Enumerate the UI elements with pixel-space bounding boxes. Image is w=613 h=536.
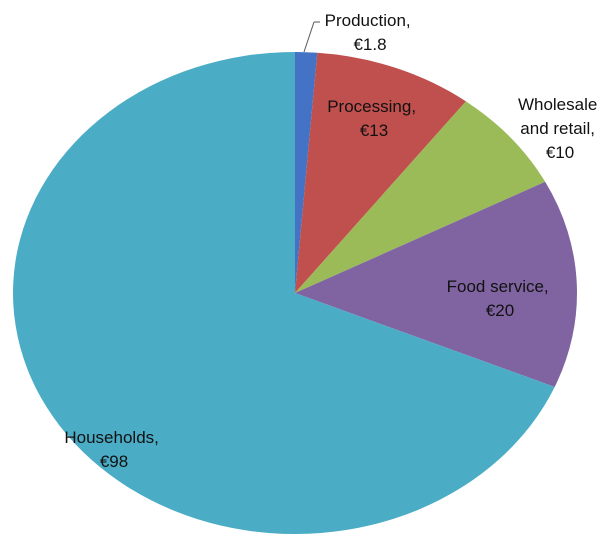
wholesale-label-line3: €10 [546,143,574,162]
production-label-line2: €1.8 [353,35,386,54]
households-label: Households, €98 [64,428,163,471]
production-leader-line [303,21,315,53]
wholesale-label-line1: Wholesale [518,95,597,114]
processing-label-line2: €13 [360,121,388,140]
wholesale-label-line2: and retail, [520,119,595,138]
households-label-line2: €98 [100,452,128,471]
pie-slice-households [13,52,555,534]
wholesale-label: Wholesale and retail, €10 [518,95,602,162]
pie-slice-production [295,52,318,293]
pie-slices [13,52,578,534]
pie-slice-wholesale-and-retail [295,101,546,293]
processing-label-line1: Processing, [327,97,416,116]
pie-slice-food-service [295,181,578,387]
production-label-line1: Production, [325,11,411,30]
pie-slice-processing [295,52,466,294]
production-label: Production, €1.8 [325,11,416,54]
households-label-line1: Households, [64,428,159,447]
processing-label: Processing, €13 [327,97,421,140]
food-service-label-line1: Food service, [447,277,549,296]
food-service-label-line2: €20 [486,301,514,320]
food-service-label: Food service, €20 [447,277,554,320]
